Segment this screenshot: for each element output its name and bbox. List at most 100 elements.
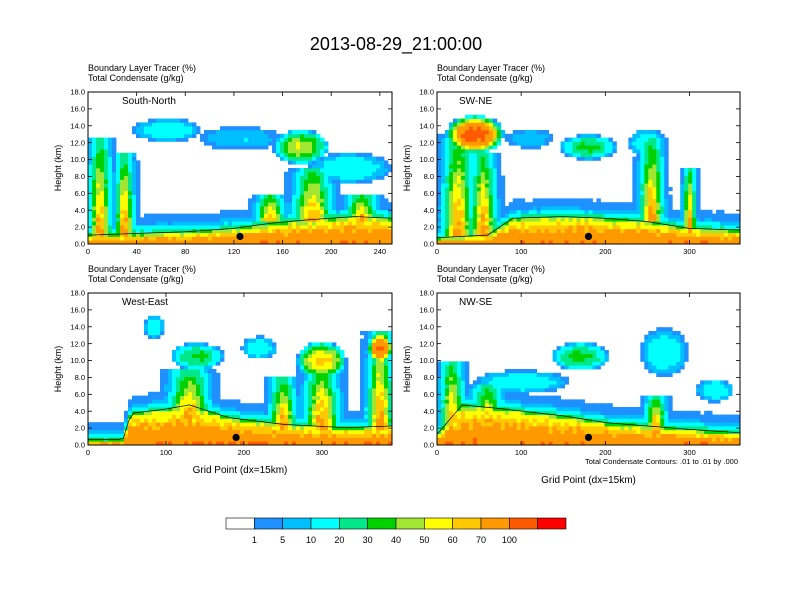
field-cell bbox=[368, 331, 373, 336]
field-cell bbox=[216, 403, 221, 408]
field-cell bbox=[448, 213, 454, 218]
field-cell bbox=[592, 228, 597, 233]
field-cell bbox=[444, 380, 450, 385]
field-cell bbox=[208, 225, 213, 230]
field-cell bbox=[304, 376, 309, 381]
field-cell bbox=[308, 403, 313, 408]
field-cell bbox=[228, 426, 233, 431]
field-cell bbox=[448, 217, 454, 222]
field-cell bbox=[476, 118, 482, 123]
field-cell bbox=[580, 202, 585, 207]
field-cell bbox=[296, 133, 301, 138]
field-cell bbox=[620, 213, 625, 218]
field-cell bbox=[544, 137, 550, 142]
field-cell bbox=[580, 152, 585, 157]
field-cell bbox=[360, 357, 365, 362]
field-cell bbox=[232, 399, 237, 404]
field-cell bbox=[384, 350, 389, 355]
field-cell bbox=[684, 183, 689, 188]
field-cell bbox=[380, 228, 385, 233]
field-cell bbox=[612, 206, 617, 211]
field-cell bbox=[332, 372, 337, 377]
field-cell bbox=[360, 213, 365, 218]
field-cell bbox=[376, 391, 381, 396]
field-cell bbox=[488, 433, 494, 438]
field-cell bbox=[204, 133, 209, 138]
field-cell bbox=[124, 152, 129, 157]
field-cell bbox=[176, 130, 181, 135]
field-cell bbox=[488, 232, 494, 237]
field-cell bbox=[336, 414, 341, 419]
field-cell bbox=[156, 126, 161, 131]
field-cell bbox=[160, 418, 165, 423]
field-cell bbox=[324, 175, 329, 180]
field-cell bbox=[212, 414, 217, 419]
field-cell bbox=[696, 168, 701, 173]
field-cell bbox=[336, 422, 341, 427]
field-cell bbox=[208, 240, 213, 245]
field-cell bbox=[448, 395, 454, 400]
field-cell bbox=[252, 126, 257, 131]
field-cell bbox=[364, 194, 369, 199]
field-cell bbox=[340, 217, 345, 222]
field-cell bbox=[480, 206, 486, 211]
field-cell bbox=[336, 346, 341, 351]
field-cell bbox=[568, 209, 573, 214]
field-cell bbox=[696, 198, 701, 203]
field-cell bbox=[244, 209, 249, 214]
field-cell bbox=[168, 137, 173, 142]
field-cell bbox=[116, 429, 121, 434]
field-cell bbox=[328, 357, 333, 362]
field-cell bbox=[284, 137, 289, 142]
field-cell bbox=[680, 198, 685, 203]
field-cell bbox=[264, 130, 269, 135]
field-cell bbox=[672, 213, 677, 218]
field-cell bbox=[336, 426, 341, 431]
field-cell bbox=[480, 137, 486, 142]
field-cell bbox=[160, 422, 165, 427]
y-axis-label: Height (km) bbox=[53, 145, 63, 192]
field-cell bbox=[328, 240, 333, 245]
field-cell bbox=[220, 437, 225, 442]
field-cell bbox=[348, 441, 353, 446]
field-cell bbox=[636, 171, 641, 176]
field-cell bbox=[544, 225, 550, 230]
field-cell bbox=[144, 122, 149, 127]
field-cell bbox=[180, 240, 185, 245]
field-cell bbox=[648, 202, 653, 207]
field-cell bbox=[640, 145, 645, 150]
field-cell bbox=[284, 414, 289, 419]
field-cell bbox=[140, 122, 145, 127]
y-tick-label: 2.0 bbox=[75, 223, 85, 232]
field-cell bbox=[576, 133, 581, 138]
field-cell bbox=[308, 141, 313, 146]
field-cell bbox=[484, 407, 490, 412]
field-cell bbox=[448, 175, 454, 180]
field-cell bbox=[320, 152, 325, 157]
field-cell bbox=[288, 198, 293, 203]
field-cell bbox=[656, 145, 661, 150]
field-cell bbox=[300, 429, 305, 434]
field-cell bbox=[156, 319, 161, 324]
field-cell bbox=[437, 441, 442, 446]
field-cell bbox=[352, 422, 357, 427]
field-cell bbox=[472, 422, 478, 427]
field-cell bbox=[464, 152, 470, 157]
panel-title-condensate: Total Condensate (g/kg) bbox=[437, 73, 533, 83]
field-cell bbox=[476, 130, 482, 135]
field-cell bbox=[196, 441, 201, 446]
field-cell bbox=[476, 418, 482, 423]
field-cell bbox=[244, 217, 249, 222]
field-cell bbox=[448, 160, 454, 165]
field-cell bbox=[244, 126, 249, 131]
field-cell bbox=[500, 217, 506, 222]
field-cell bbox=[520, 221, 526, 226]
field-cell bbox=[140, 236, 145, 241]
field-cell bbox=[364, 225, 369, 230]
field-cell bbox=[160, 217, 165, 222]
field-cell bbox=[148, 232, 153, 237]
field-cell bbox=[364, 342, 369, 347]
field-cell bbox=[280, 399, 285, 404]
tracer-field bbox=[437, 114, 741, 245]
field-cell bbox=[452, 225, 458, 230]
